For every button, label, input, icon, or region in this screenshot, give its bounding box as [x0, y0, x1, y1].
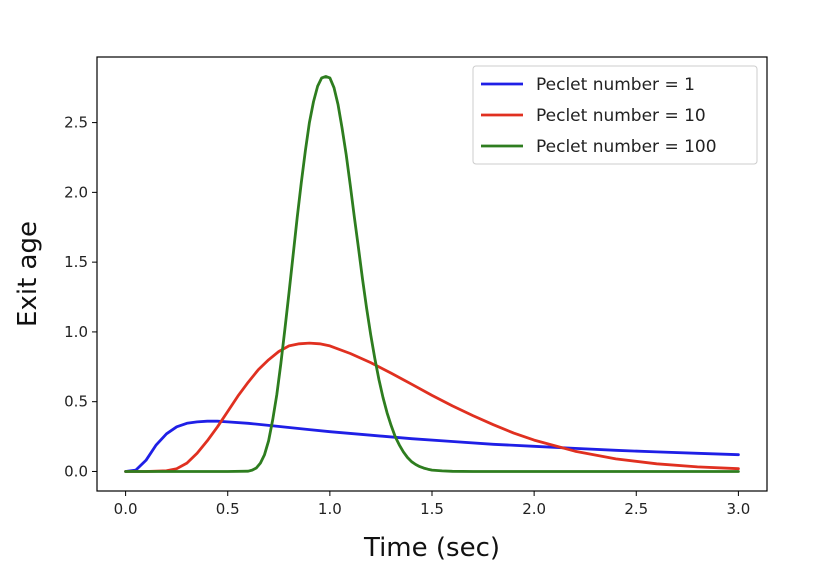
y-tick-label: 2.5: [64, 114, 88, 132]
series-lines: [124, 75, 740, 473]
y-tick-label: 1.0: [64, 323, 88, 341]
axis-ticks: 0.0 0.5 1.0 1.5 2.0 2.5 3.0 0.0 0.5 1.0 1.5 2.0 2.5: [64, 114, 750, 518]
x-tick-label: 0.5: [216, 500, 240, 518]
x-tick-label: 2.5: [624, 500, 648, 518]
x-tick-label: 1.0: [318, 500, 342, 518]
legend-label: Peclet number = 1: [536, 75, 695, 95]
legend-label: Peclet number = 10: [536, 106, 706, 126]
x-tick-label: 3.0: [726, 500, 750, 518]
x-axis-label: Time (sec): [363, 533, 500, 562]
series-line-3: [124, 75, 740, 473]
plot-area: [96, 56, 768, 492]
y-tick-label: 2.0: [64, 183, 88, 201]
y-axis-label: Exit age: [13, 221, 43, 327]
legend-label: Peclet number = 100: [536, 137, 717, 157]
y-tick-label: 1.5: [64, 253, 88, 271]
legend: Peclet number = 1 Peclet number = 10 Pecle…: [472, 65, 758, 165]
y-tick-label: 0.5: [64, 393, 88, 411]
series-line-2: [124, 341, 740, 473]
x-tick-label: 1.5: [420, 500, 444, 518]
legend-box: [472, 65, 758, 165]
y-tick-label: 0.0: [64, 462, 88, 480]
x-tick-label: 2.0: [522, 500, 546, 518]
x-tick-label: 0.0: [114, 500, 138, 518]
